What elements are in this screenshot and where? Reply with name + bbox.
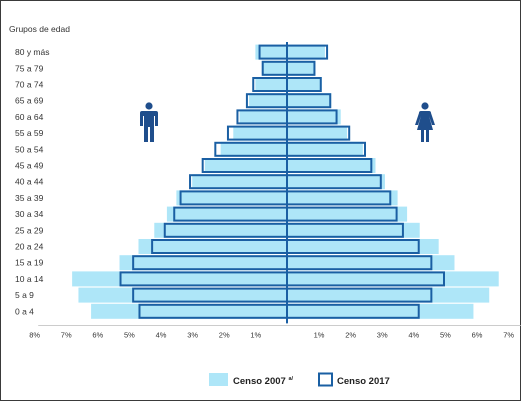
bar-2007-female: [287, 60, 316, 76]
x-tick-label: 1%: [314, 330, 325, 339]
age-group-label: 0 a 4: [15, 306, 34, 316]
age-group-label: 20 a 24: [15, 242, 44, 252]
bar-2007-female: [287, 93, 332, 109]
bar-2007-female: [287, 44, 325, 60]
x-tick-label: 3%: [377, 330, 388, 339]
x-tick-label: 2%: [219, 330, 230, 339]
bar-2007-male: [261, 60, 287, 76]
legend-label-2007: Censo 2007 a/: [233, 376, 294, 387]
age-group-label: 80 y más: [15, 47, 50, 57]
female-person-icon: [415, 102, 435, 142]
x-tick-label: 8%: [29, 330, 40, 339]
bar-2007-female: [287, 255, 455, 271]
x-tick-label: 6%: [92, 330, 103, 339]
bar-2007-male: [72, 271, 288, 287]
bar-2007-male: [154, 222, 287, 238]
bar-2007-female: [287, 77, 322, 92]
age-group-label: 50 a 54: [15, 144, 44, 154]
age-group-label: 65 a 69: [15, 96, 44, 106]
age-group-label: 75 a 79: [15, 63, 44, 73]
x-tick-label: 1%: [250, 330, 261, 339]
bar-2007-male: [192, 174, 287, 190]
bar-2007-male: [119, 255, 288, 271]
bar-2007-female: [287, 174, 385, 190]
age-group-label: 25 a 29: [15, 225, 44, 235]
age-group-label: 40 a 44: [15, 177, 44, 187]
bar-2007-female: [287, 141, 363, 157]
bar-2007-male: [233, 125, 287, 141]
bar-2007-male: [78, 287, 287, 303]
bar-2007-female: [287, 206, 408, 222]
x-axis-tick-labels: 8%7%6%5%4%3%2%1%1%2%3%4%5%6%7%8%: [29, 330, 514, 339]
legend-swatch-2007: [209, 373, 228, 386]
age-group-labels: 80 y más 75 a 79 70 a 74 65 a 69 60 a 64 55 a…: [15, 47, 50, 316]
bar-2007-female: [287, 239, 439, 254]
bar-2007-female: [287, 271, 499, 287]
age-group-label: 10 a 14: [15, 274, 44, 284]
bar-2007-male: [239, 109, 287, 125]
bar-2007-female: [287, 190, 398, 206]
x-tick-label: 7%: [503, 330, 514, 339]
bar-2007-male: [249, 93, 287, 109]
x-tick-label: 5%: [124, 330, 135, 339]
age-group-label: 70 a 74: [15, 80, 44, 90]
bar-2007-female: [287, 158, 376, 173]
age-group-label: 45 a 49: [15, 161, 44, 171]
bar-2007-male: [91, 303, 287, 319]
bar-2007-male: [138, 239, 287, 254]
y-axis-title: Grupos de edad: [9, 24, 70, 34]
bar-2007-male: [255, 44, 287, 60]
x-tick-label: 5%: [440, 330, 451, 339]
bar-2007-female: [287, 303, 474, 319]
age-group-label: 35 a 39: [15, 193, 44, 203]
x-tick-label: 4%: [408, 330, 419, 339]
age-group-label: 30 a 34: [15, 209, 44, 219]
x-tick-label: 6%: [472, 330, 483, 339]
x-tick-label: 2%: [345, 330, 356, 339]
bar-2007-male: [166, 206, 287, 222]
x-tick-label: 7%: [61, 330, 72, 339]
bar-2007-female: [287, 109, 341, 125]
age-group-label: 60 a 64: [15, 112, 44, 122]
x-tick-label: 3%: [187, 330, 198, 339]
bar-2007-female: [287, 222, 420, 238]
bar-2007-female: [287, 287, 490, 303]
legend-label-2017: Censo 2017: [337, 376, 390, 387]
x-tick-label: 4%: [156, 330, 167, 339]
bar-2007-male: [176, 190, 287, 206]
bar-2007-male: [255, 77, 287, 92]
legend: Censo 2007 a/ Censo 2017: [209, 372, 390, 387]
age-group-label: 5 a 9: [15, 290, 34, 300]
age-group-label: 15 a 19: [15, 258, 44, 268]
series-2007-bars: [72, 44, 499, 319]
bar-2007-male: [220, 141, 287, 157]
bar-2007-male: [204, 158, 287, 173]
age-group-label: 55 a 59: [15, 128, 44, 138]
male-person-icon: [140, 102, 158, 142]
bar-2007-female: [287, 125, 348, 141]
legend-swatch-2017: [318, 372, 333, 387]
